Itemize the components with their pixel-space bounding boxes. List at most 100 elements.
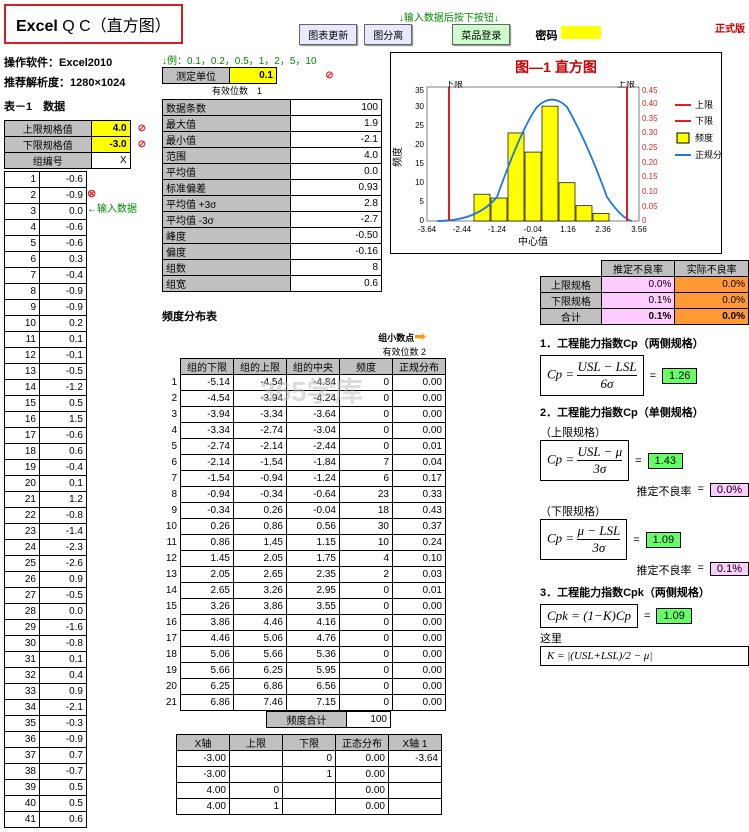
- table-row: 216.867.467.1500.00: [158, 695, 446, 711]
- table-row: 195.666.255.9500.00: [158, 663, 446, 679]
- table-row: 280.0: [5, 604, 87, 620]
- svg-text:0: 0: [642, 216, 647, 225]
- table-row: 260.9: [5, 572, 87, 588]
- table-row: 12-0.1: [5, 348, 87, 364]
- table-row: 185.065.665.3600.00: [158, 647, 446, 663]
- table-row: 110.861.451.15100.24: [158, 535, 446, 551]
- svg-text:-3.64: -3.64: [418, 225, 437, 234]
- svg-text:0.20: 0.20: [642, 158, 658, 167]
- refresh-button[interactable]: 图表更新: [299, 24, 357, 45]
- table-row: 132.052.652.3520.03: [158, 567, 446, 583]
- table-row: 平均值 +3σ2.8: [163, 196, 382, 212]
- table-row: 1-0.6: [5, 172, 87, 188]
- password-input[interactable]: [561, 26, 601, 39]
- table-row: 8-0.9: [5, 284, 87, 300]
- table-row: 7-0.4: [5, 268, 87, 284]
- cp-formula-1: Cp = USL − LSL6σ: [540, 355, 644, 396]
- table-row: 6-2.14-1.54-1.8470.04: [158, 455, 446, 471]
- login-button[interactable]: 菜品登录: [452, 24, 510, 45]
- table-row: 14-1.2: [5, 380, 87, 396]
- table-row: 2-4.54-3.94-4.2400.00: [158, 391, 446, 407]
- table-row: 最小值-2.1: [163, 132, 382, 148]
- svg-text:0.25: 0.25: [642, 143, 658, 152]
- table-row: 数据条数100: [163, 100, 382, 116]
- table-row: 400.5: [5, 796, 87, 812]
- table-row: 206.256.866.5600.00: [158, 679, 446, 695]
- table-row: 17-0.6: [5, 428, 87, 444]
- cp-h2: 2．工程能力指数Cp（单侧规格）: [540, 404, 749, 420]
- svg-text:0.05: 0.05: [642, 202, 658, 211]
- table-row: 7-1.54-0.94-1.2460.17: [158, 471, 446, 487]
- defect-table: 推定不良率实际不良率 上限规格0.0%0.0% 下限规格0.1%0.0% 合计0…: [540, 260, 749, 325]
- svg-text:35: 35: [415, 86, 424, 95]
- freq-total: 频度合计100: [266, 711, 391, 728]
- svg-text:3.56: 3.56: [631, 225, 647, 234]
- split-button[interactable]: 图分离: [364, 24, 412, 45]
- table-row: 组数8: [163, 260, 382, 276]
- svg-text:上限: 上限: [617, 81, 635, 89]
- table-row: 19-0.4: [5, 460, 87, 476]
- unit-value[interactable]: 0.1: [230, 68, 277, 84]
- lsl-label: 下限规格值: [5, 137, 92, 153]
- table-row: 平均值0.0: [163, 164, 382, 180]
- cp-value-1: 1.26: [662, 368, 697, 384]
- cp-h1: 1．工程能力指数Cp（两侧规格）: [540, 335, 749, 351]
- cp-value-2: 1.43: [648, 453, 683, 469]
- svg-text:-2.44: -2.44: [453, 225, 472, 234]
- svg-text:0: 0: [420, 216, 425, 225]
- table-row: 9-0.340.26-0.04180.43: [158, 503, 446, 519]
- table-row: 4-3.34-2.74-3.0400.00: [158, 423, 446, 439]
- svg-text:0.10: 0.10: [642, 187, 658, 196]
- svg-text:2.36: 2.36: [595, 225, 611, 234]
- table-row: 34-2.1: [5, 700, 87, 716]
- chart-title: 图—1 直方图: [391, 53, 721, 81]
- svg-text:5: 5: [420, 197, 425, 206]
- freq-title: 频度分布表: [162, 308, 382, 324]
- table-row: 174.465.064.7600.00: [158, 631, 446, 647]
- svg-text:20: 20: [415, 140, 424, 149]
- usl-value[interactable]: 4.0: [91, 121, 130, 137]
- table-row: 最大值1.9: [163, 116, 382, 132]
- password-label: 密码: [535, 30, 557, 42]
- cp-formula-2: Cp = USL − μ3σ: [540, 440, 629, 481]
- svg-text:正规分布: 正规分布: [695, 149, 721, 160]
- svg-text:上限: 上限: [695, 100, 713, 110]
- cp-def3: 0.1%: [710, 562, 749, 576]
- lsl-value[interactable]: -3.0: [91, 137, 130, 153]
- table-row: 110.1: [5, 332, 87, 348]
- svg-text:0.15: 0.15: [642, 172, 658, 181]
- unit-label: 测定单位: [163, 68, 230, 84]
- freq-table: 组的下限组的上限组的中央频度正规分布1-5.14-4.54-4.8400.002…: [158, 358, 446, 711]
- grp-value[interactable]: X: [91, 153, 130, 169]
- table-row: 23-1.4: [5, 524, 87, 540]
- title-rest: Q C（直方图）: [58, 18, 171, 35]
- table-row: 150.5: [5, 396, 87, 412]
- table-row: 121.452.051.7540.10: [158, 551, 446, 567]
- table-row: 180.6: [5, 444, 87, 460]
- table-row: 60.3: [5, 252, 87, 268]
- data-table: 1-0.62-0.930.04-0.65-0.660.37-0.48-0.99-…: [4, 171, 87, 828]
- table-row: 范围4.0: [163, 148, 382, 164]
- table-row: 330.9: [5, 684, 87, 700]
- defect-h2: 实际不良率: [675, 261, 749, 277]
- spec-table: 上限规格值4.0⊘ 下限规格值-3.0⊘ 组编号X: [4, 120, 154, 169]
- table-row: 峰度-0.50: [163, 228, 382, 244]
- cp-h3: 3．工程能力指数Cpk（两侧规格）: [540, 584, 749, 600]
- defect-h1: 推定不良率: [601, 261, 675, 277]
- dec-label: 组小数点➡ 有效位数 2: [378, 328, 426, 358]
- table-row: 35-0.3: [5, 716, 87, 732]
- cp-def2: 0.0%: [710, 483, 749, 497]
- chart-svg: 05101520253035 00.050.100.150.200.250.30…: [391, 81, 721, 253]
- table-row: 100.260.860.56300.37: [158, 519, 446, 535]
- table-row: 36-0.9: [5, 732, 87, 748]
- mark-icon: ⊗: [87, 188, 96, 200]
- table-row: 370.7: [5, 748, 87, 764]
- mark-icon: ⊘: [277, 68, 383, 84]
- table-row: 30-0.8: [5, 636, 87, 652]
- cp-sub1: （上限规格）: [540, 424, 749, 440]
- table-row: 410.6: [5, 812, 87, 828]
- stats-table: 数据条数100最大值1.9最小值-2.1范围4.0平均值0.0标准偏差0.93平…: [162, 99, 382, 292]
- table-row: 153.263.863.5500.00: [158, 599, 446, 615]
- example-text: ↓例：0.1，0.2，0.5，1，2，5，10: [162, 52, 382, 67]
- table-row: 24-2.3: [5, 540, 87, 556]
